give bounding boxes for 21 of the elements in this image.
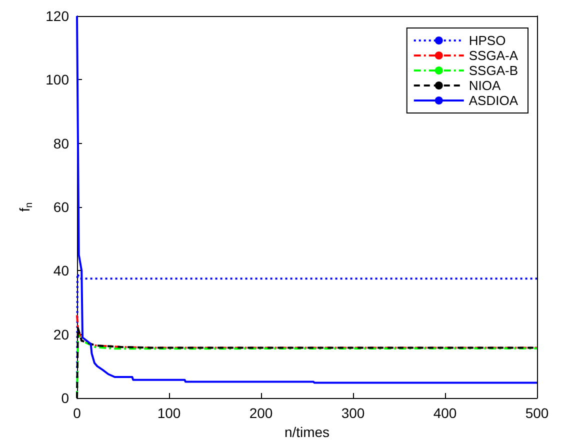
x-tick-label: 500 <box>525 405 549 421</box>
x-tick-label: 100 <box>157 405 181 421</box>
y-tick-label: 0 <box>61 390 70 406</box>
y-tick-label: 100 <box>46 72 70 88</box>
y-tick-label: 80 <box>53 135 70 152</box>
y-tick-label: 120 <box>46 8 70 24</box>
x-axis-title: n/times <box>284 424 330 440</box>
y-tick-label: 60 <box>53 199 70 215</box>
x-tick-label: 0 <box>73 405 82 421</box>
x-tick-label: 200 <box>249 405 273 421</box>
legend-label: SSGA-A <box>468 48 518 63</box>
y-tick-label: 20 <box>53 326 70 342</box>
x-tick-label: 300 <box>341 405 365 421</box>
line-series <box>76 314 538 349</box>
y-tick-label: 40 <box>53 262 70 279</box>
legend-label: HPSO <box>468 33 506 48</box>
legend-label: SSGA-B <box>468 63 518 78</box>
legend-label: ASDIOA <box>468 93 518 108</box>
legend-label: NIOA <box>468 78 501 93</box>
x-tick-label: 400 <box>433 405 457 421</box>
y-axis-title: fn <box>16 202 36 212</box>
